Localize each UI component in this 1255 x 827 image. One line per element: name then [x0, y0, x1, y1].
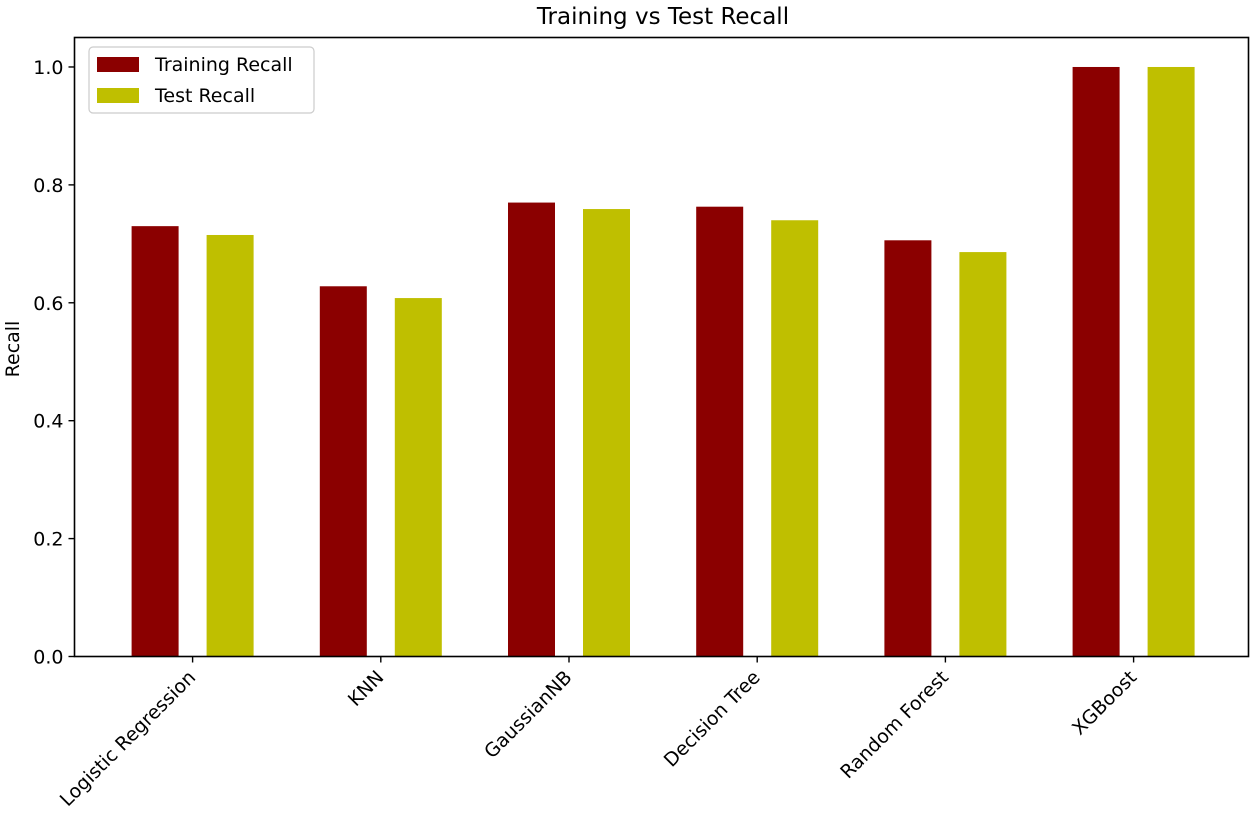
legend: Training Recall Test Recall — [88, 46, 315, 114]
legend-box — [88, 46, 315, 114]
bar-test-2 — [583, 209, 630, 657]
legend-swatch-training — [97, 57, 139, 72]
y-tick-label: 0.2 — [33, 529, 63, 551]
y-axis-label: Recall — [2, 321, 24, 378]
bar-training-3 — [696, 206, 744, 657]
y-tick-label: 0.0 — [33, 647, 63, 669]
legend-label-test: Test Recall — [154, 85, 255, 107]
legend-label-training: Training Recall — [154, 54, 293, 76]
legend-swatch-test — [97, 88, 139, 103]
x-tick-label: KNN — [344, 666, 388, 710]
bar-training-2 — [508, 202, 555, 657]
bar-training-4 — [884, 240, 932, 657]
bar-test-5 — [1147, 66, 1195, 657]
chart-title: Training vs Test Recall — [536, 4, 789, 30]
bar-test-3 — [771, 220, 819, 657]
y-tick-label: 0.8 — [33, 175, 63, 197]
bar-training-0 — [131, 226, 179, 657]
bars-group — [131, 66, 1195, 657]
y-axis-ticks: 0.0 0.2 0.4 0.6 0.8 1.0 — [33, 57, 75, 669]
bar-test-0 — [206, 234, 254, 657]
y-tick-label: 0.6 — [33, 293, 63, 315]
bar-training-1 — [319, 286, 367, 657]
y-tick-label: 1.0 — [33, 57, 63, 79]
x-tick-label: Random Forest — [836, 666, 953, 783]
bar-test-4 — [959, 252, 1007, 657]
bar-training-5 — [1072, 66, 1120, 657]
bar-test-1 — [394, 298, 442, 657]
plot-frame — [73, 36, 1250, 658]
x-tick-label: Logistic Regression — [56, 666, 200, 810]
x-axis-ticks: Logistic Regression KNN GaussianNB Decision… — [56, 656, 1141, 811]
x-tick-label: XGBoost — [1068, 666, 1141, 739]
x-tick-label: GaussianNB — [480, 666, 576, 762]
x-tick-label: Decision Tree — [660, 666, 765, 771]
y-tick-label: 0.4 — [33, 411, 63, 433]
